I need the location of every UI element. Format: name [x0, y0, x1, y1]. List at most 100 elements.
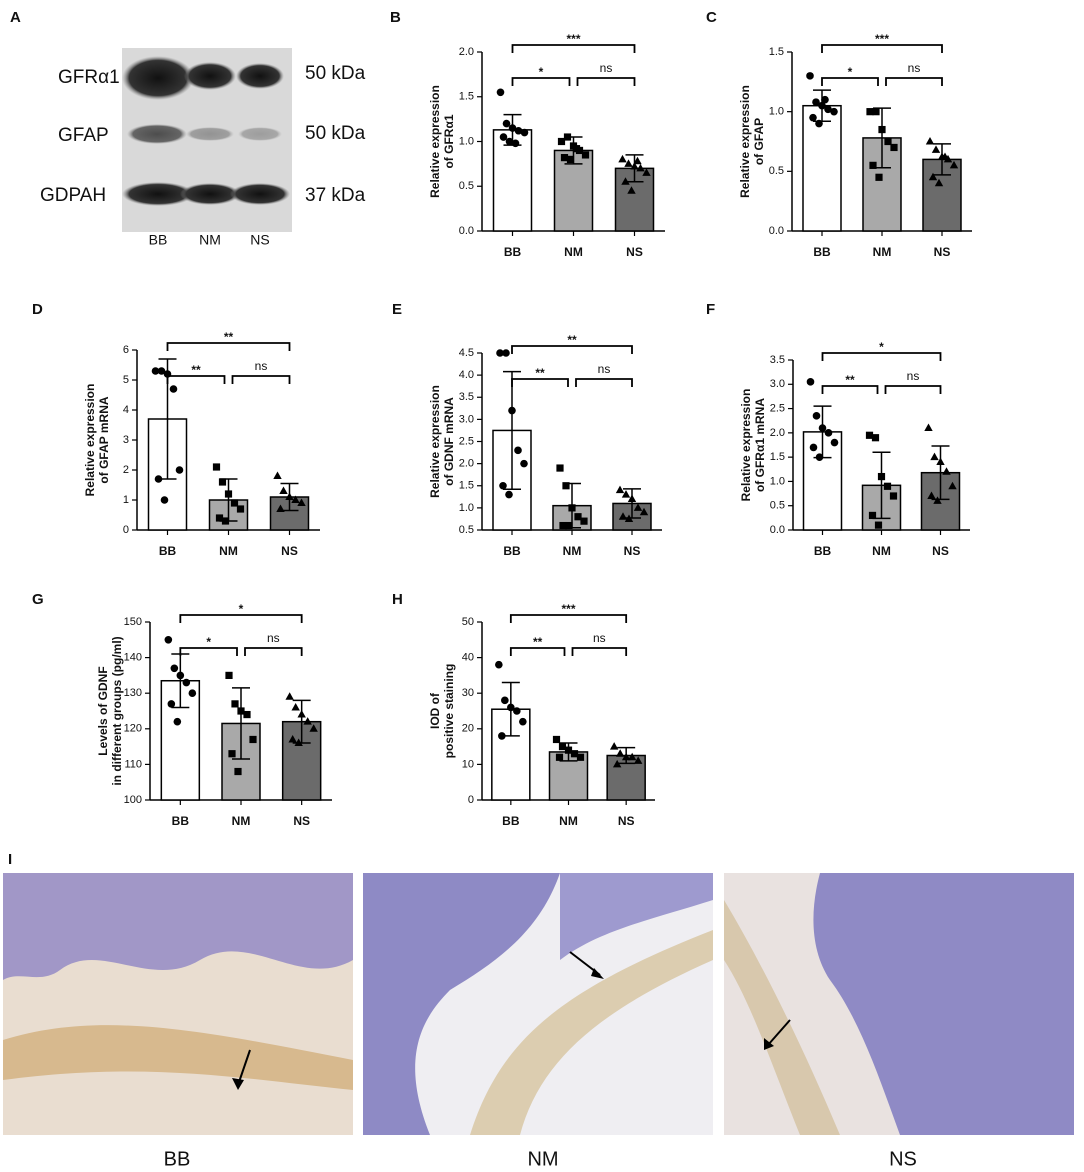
protein-size: 50 kDa [305, 63, 366, 84]
significance-bracket [821, 77, 879, 86]
significance-label: * [206, 635, 211, 649]
panel-letter: B [390, 9, 401, 26]
significance-label: ns [598, 362, 611, 376]
data-point [558, 743, 567, 751]
y-tick-label: 3.5 [459, 391, 474, 403]
data-point [927, 491, 936, 499]
y-axis-label: Relative expression [428, 85, 442, 198]
y-axis-label: Levels of GDNF [96, 666, 110, 755]
error-bar [873, 107, 891, 169]
y-tick-label: 3.0 [459, 413, 474, 425]
data-point [562, 482, 570, 490]
significance-bracket [884, 385, 942, 394]
x-tick-label: NS [281, 544, 298, 558]
data-point [230, 499, 239, 507]
data-point [621, 490, 631, 498]
error-bar [563, 482, 581, 529]
lane-label: NS [250, 232, 269, 248]
significance-label: ns [908, 61, 921, 75]
data-point [572, 145, 581, 153]
significance-bracket [231, 375, 291, 384]
y-tick-label: 140 [124, 652, 142, 664]
data-point [169, 385, 178, 393]
lane-label: NM [199, 232, 221, 248]
x-tick-label: BB [502, 814, 520, 828]
x-tick-label: NS [624, 544, 641, 558]
significance-bracket [179, 614, 303, 623]
data-point [215, 514, 224, 522]
error-bar [933, 143, 951, 176]
error-bar [503, 370, 521, 491]
protein-size: 50 kDa [305, 123, 366, 144]
data-point [182, 678, 191, 687]
data-point [636, 163, 645, 172]
data-point [249, 735, 257, 744]
significance-bracket [511, 378, 569, 387]
data-point [821, 95, 829, 104]
data-point [618, 154, 627, 163]
significance-label: *** [566, 32, 580, 46]
panel-letter: G [32, 591, 44, 608]
data-point [212, 463, 221, 471]
panel-letter: A [10, 9, 21, 26]
data-point [565, 521, 573, 530]
image-label: NM [527, 1148, 558, 1170]
lane-label: BB [149, 232, 168, 248]
y-tick-label: 2.0 [770, 427, 785, 439]
x-tick-label: BB [172, 814, 190, 828]
data-point [231, 700, 239, 708]
x-tick-label: BB [504, 245, 522, 259]
y-tick-label: 1.5 [459, 91, 474, 103]
histology-image [3, 873, 353, 1135]
y-tick-label: 30 [462, 687, 474, 699]
data-point [609, 742, 619, 750]
data-point [234, 767, 242, 776]
data-point [505, 490, 513, 499]
data-point [499, 481, 507, 490]
x-tick-label: NM [873, 245, 892, 259]
error-bar [280, 482, 299, 512]
data-point [925, 137, 935, 145]
significance-label: ns [255, 359, 268, 373]
data-point [291, 702, 300, 711]
significance-bracket [575, 378, 633, 387]
y-tick-label: 5 [123, 374, 129, 386]
significance-bracket [571, 647, 628, 656]
y-tick-label: 2.5 [770, 402, 785, 414]
significance-bracket [509, 647, 566, 656]
data-point [175, 466, 184, 474]
error-bar [813, 405, 832, 459]
data-point [890, 143, 898, 152]
significance-bracket [821, 385, 879, 394]
bar [802, 104, 842, 232]
panel-letter: F [706, 301, 715, 318]
data-point [830, 438, 839, 447]
y-tick-label: 4 [123, 404, 129, 416]
data-point [566, 155, 575, 163]
data-point [225, 671, 233, 679]
data-point [627, 186, 636, 194]
y-tick-label: 4.5 [459, 347, 474, 359]
histology-image [724, 873, 1074, 1135]
x-tick-label: NS [934, 245, 951, 259]
significance-bracket [166, 342, 291, 351]
data-point [868, 511, 877, 520]
y-tick-label: 0.0 [769, 225, 784, 237]
significance-label: * [848, 65, 853, 79]
significance-label: ** [845, 373, 855, 387]
y-tick-label: 1.0 [459, 135, 474, 147]
data-point [948, 481, 957, 490]
data-point [570, 750, 579, 758]
data-point [809, 113, 817, 122]
y-tick-label: 2.5 [459, 435, 474, 447]
y-tick-label: 1.0 [769, 106, 784, 118]
error-bar [559, 742, 578, 762]
error-bar [623, 488, 641, 519]
y-axis-label: of GFAP mRNA [97, 396, 111, 483]
error-bar [292, 699, 311, 744]
significance-label: ns [267, 631, 280, 645]
panel-letter: H [392, 591, 403, 608]
x-tick-label: BB [503, 544, 521, 558]
data-point [884, 137, 892, 146]
panel-letter: I [8, 851, 12, 868]
